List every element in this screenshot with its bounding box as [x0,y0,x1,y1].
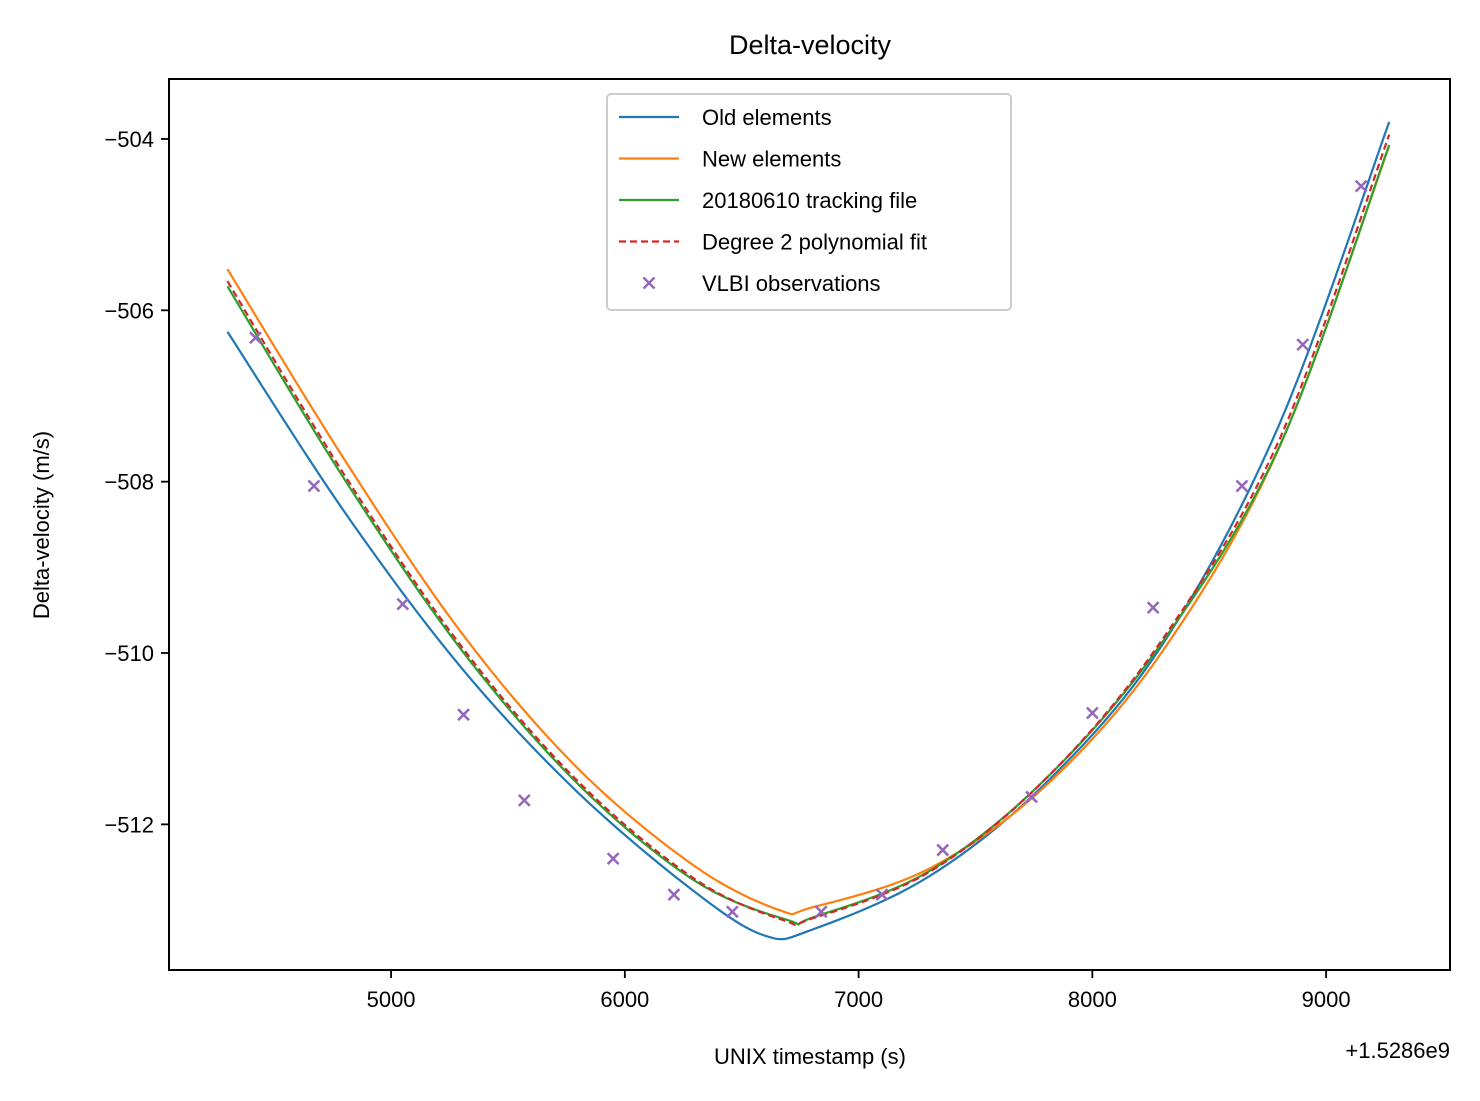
legend-label-new-elements: New elements [702,147,841,172]
series-line-new-elements [226,145,1391,916]
data-point-marker [1146,601,1160,614]
legend-marker-vlbi-observations [642,276,656,290]
legend-label-old-elements: Old elements [702,105,832,130]
y-axis-label: Delta-velocity (m/s) [29,431,54,619]
data-point-marker [725,905,739,919]
y-tick-label: −504 [104,127,154,152]
series-layer [226,121,1391,941]
data-point-marker [814,905,828,919]
x-axis-label: UNIX timestamp (s) [714,1044,906,1069]
series-line-20180610-tracking-file [226,144,1391,926]
ticks-layer: 5000 6000 7000 8000 9000 −504 −506 −508 −510 −512 [104,127,1350,1012]
legend-label-vlbi-observations: VLBI observations [702,271,881,296]
x-tick-label: 9000 [1302,987,1351,1012]
data-point-marker [1085,706,1099,720]
legend-label-20180610-tracking-file: 20180610 tracking file [702,188,917,213]
legend: Old elements New elements 20180610 trackin… [606,93,1012,311]
x-tick-label: 5000 [367,987,416,1012]
legend-entries: Old elements New elements 20180610 trackin… [619,105,927,296]
x-offset-label: +1.5286e9 [1345,1038,1450,1063]
chart-title: Delta-velocity [729,30,892,60]
x-tick-label: 7000 [834,987,883,1012]
data-point-marker [457,708,470,722]
data-point-marker [936,843,950,857]
data-point-marker [1235,479,1249,493]
data-point-marker [667,888,681,901]
data-point-marker [1025,790,1038,804]
legend-label-degree-2-polynomial-fit: Degree 2 polynomial fit [702,230,927,255]
data-point-marker [249,331,262,345]
y-tick-label: −512 [104,812,154,837]
data-point-marker [307,479,321,493]
x-tick-label: 8000 [1068,987,1117,1012]
data-point-marker [606,852,620,866]
y-tick-label: −508 [104,470,154,495]
data-point-marker [396,597,410,611]
y-tick-label: −510 [104,641,154,666]
y-tick-label: −506 [104,298,154,323]
data-point-marker [517,793,531,807]
data-point-marker [875,888,889,901]
data-point-marker [1296,338,1310,351]
series-line-degree-2-polynomial-fit [226,134,1391,927]
plot-frame [168,78,1451,971]
legend-box [606,93,1012,311]
series-vlbi-observations [249,179,1368,919]
x-tick-label: 6000 [600,987,649,1012]
data-point-marker [1354,179,1368,193]
